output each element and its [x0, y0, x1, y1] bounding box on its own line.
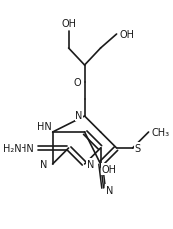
Text: N: N — [40, 159, 48, 169]
Text: O: O — [74, 78, 82, 88]
Text: CH₃: CH₃ — [152, 128, 170, 137]
Text: HN: HN — [19, 143, 34, 153]
Text: HN: HN — [37, 121, 52, 131]
Text: N: N — [75, 111, 83, 120]
Text: H₂N: H₂N — [3, 143, 22, 153]
Text: N: N — [106, 185, 113, 195]
Text: OH: OH — [61, 19, 76, 29]
Text: N: N — [87, 159, 94, 169]
Text: S: S — [135, 143, 141, 153]
Text: OH: OH — [120, 30, 135, 40]
Text: OH: OH — [102, 164, 117, 174]
